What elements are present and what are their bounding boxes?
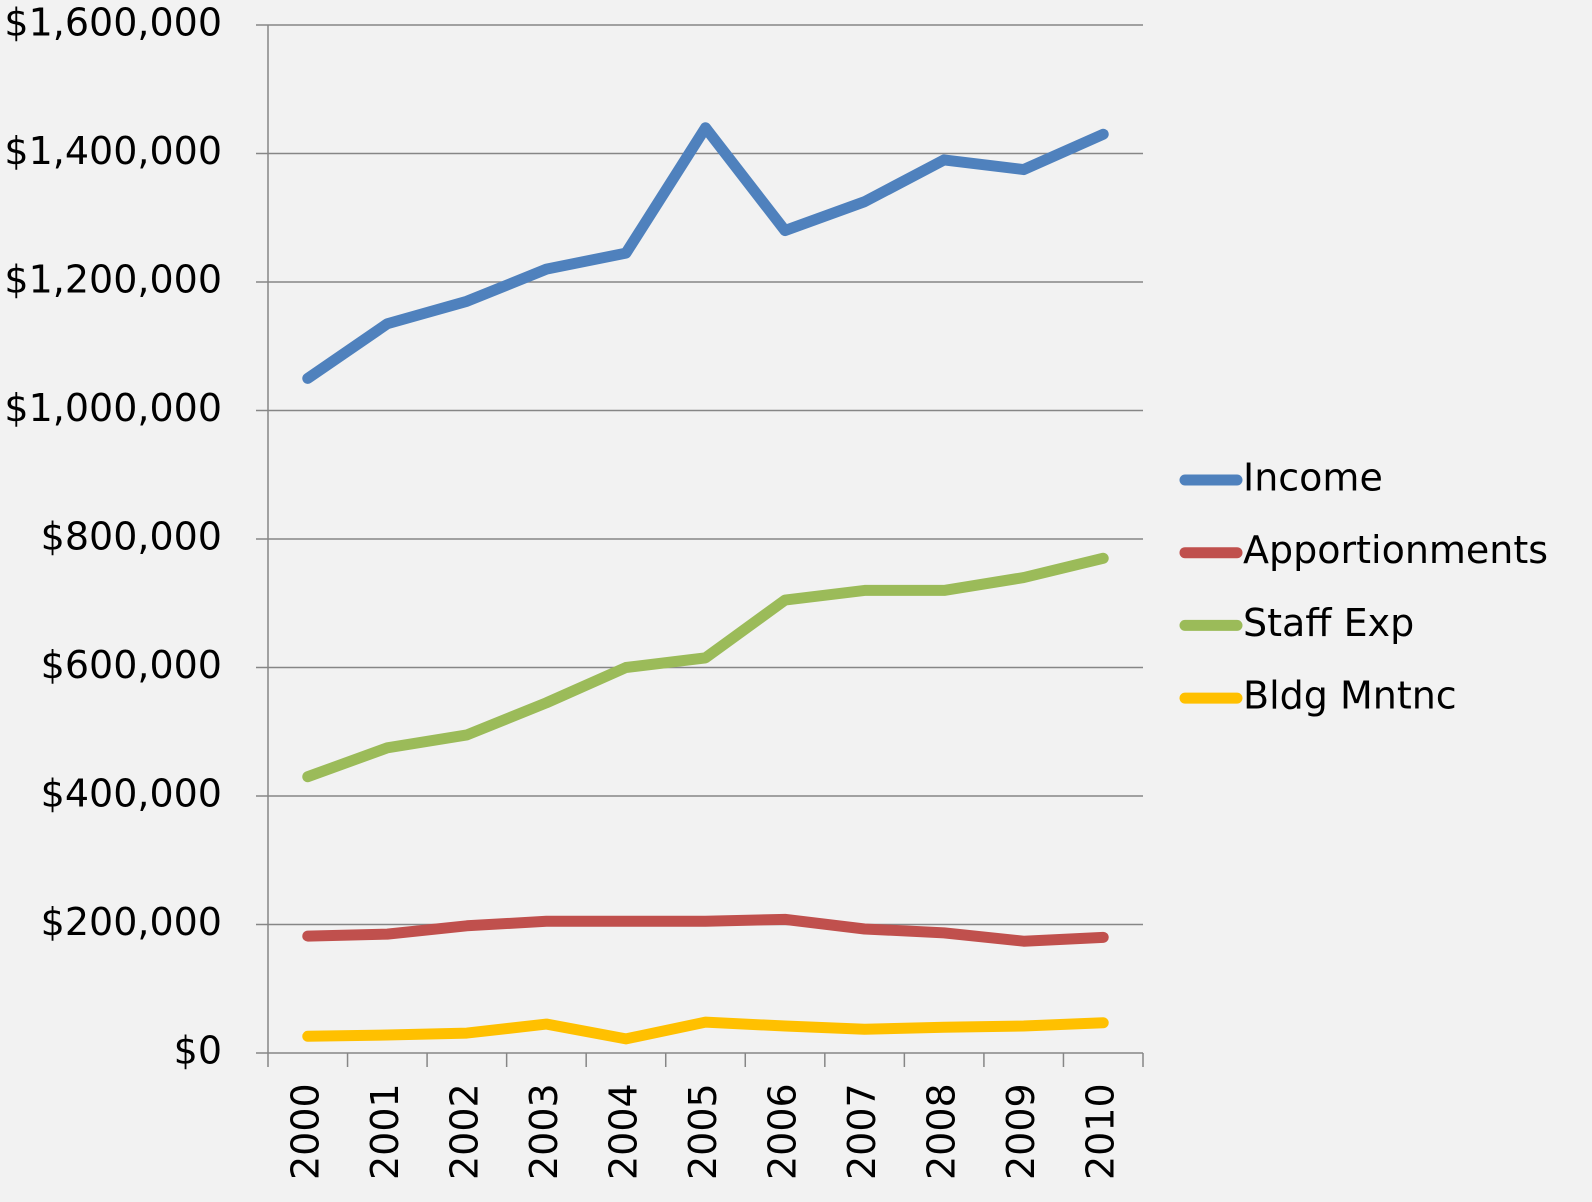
x-tick-label: 2010 [1079, 1083, 1123, 1180]
y-tick-label: $400,000 [41, 772, 222, 816]
legend-label: Income [1243, 456, 1383, 500]
x-tick-label: 2004 [601, 1083, 645, 1180]
x-tick-label: 2006 [761, 1083, 805, 1180]
y-tick-label: $1,200,000 [4, 258, 222, 302]
x-tick-label: 2009 [999, 1083, 1043, 1180]
series-line [302, 122, 1109, 384]
x-tick-label: 2003 [522, 1083, 566, 1180]
x-tick-label: 2002 [442, 1083, 486, 1180]
y-tick-label: $800,000 [41, 515, 222, 559]
legend-label: Bldg Mntnc [1243, 674, 1457, 718]
series-line [302, 1016, 1109, 1045]
legend-label: Apportionments [1243, 528, 1548, 572]
x-tick-label: 2001 [363, 1083, 407, 1180]
y-tick-label: $0 [174, 1029, 222, 1073]
y-tick-label: $1,400,000 [4, 129, 222, 173]
x-tick-label: 2005 [681, 1083, 725, 1180]
y-tick-label: $1,600,000 [4, 1, 222, 45]
x-tick-label: 2000 [283, 1083, 327, 1180]
legend-label: Staff Exp [1243, 601, 1414, 645]
x-tick-label: 2007 [840, 1083, 884, 1180]
series-line [302, 552, 1109, 783]
x-tick-label: 2008 [920, 1083, 964, 1180]
y-tick-label: $600,000 [41, 643, 222, 687]
y-tick-label: $1,000,000 [4, 386, 222, 430]
y-tick-label: $200,000 [41, 900, 222, 944]
series-line [302, 913, 1109, 947]
